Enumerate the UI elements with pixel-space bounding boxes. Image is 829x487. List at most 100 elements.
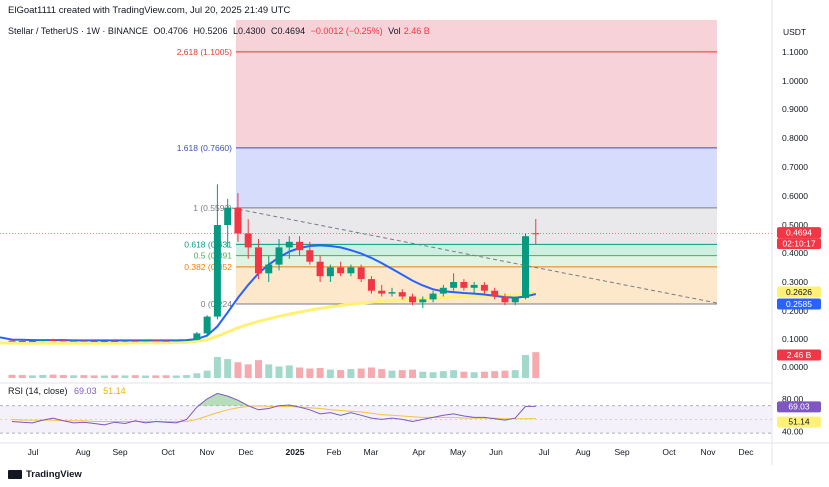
volume-bar (49, 374, 57, 378)
chart-credit: ElGoat1111 created with TradingView.com,… (8, 5, 291, 16)
candle-body (367, 279, 375, 291)
candle-body (254, 247, 262, 274)
rsi-axis-tick: 40.00 (782, 426, 804, 436)
candle-body (90, 340, 98, 342)
volume-bar (100, 375, 108, 378)
low-value: L0.4300 (232, 26, 266, 36)
volume-bar (285, 365, 293, 378)
time-axis-label: Aug (75, 447, 90, 457)
candle-body (213, 225, 221, 317)
price-axis-tick: 1.1000 (782, 47, 808, 57)
candle-body (121, 340, 129, 342)
volume-bar (357, 368, 365, 378)
time-axis-label: Sep (112, 447, 127, 457)
rsi-ma-value: 51.14 (103, 386, 126, 396)
candle-body (49, 340, 57, 342)
time-axis-label: Aug (575, 447, 590, 457)
fib-zone-top (236, 20, 717, 52)
fib-level-label: 0.5 (0.391 (194, 251, 233, 261)
volume-bar (121, 375, 129, 378)
time-axis-label: Nov (199, 447, 215, 457)
symbol-legend: Stellar / TetherUS · 1W · BINANCE O0.470… (8, 26, 433, 36)
open-value: O0.4706 (153, 26, 188, 36)
candle-body (378, 290, 386, 294)
brand-logo[interactable]: TradingView (8, 469, 82, 480)
volume-bar (511, 370, 519, 378)
time-axis-label: Dec (738, 447, 754, 457)
candle-body (296, 241, 304, 251)
volume-bar (501, 370, 509, 378)
candle-body (491, 290, 499, 297)
volume-bar (111, 375, 119, 378)
volume-bar (470, 372, 478, 378)
volume-bar (398, 370, 406, 378)
candle-body (183, 339, 191, 341)
volume-bar (265, 364, 273, 378)
candle-body (18, 340, 26, 342)
candle-body (522, 236, 529, 298)
fib-zone-1 (236, 147, 717, 208)
candle-body (306, 250, 314, 262)
change-value: −0.0012 (−0.25%) (310, 26, 383, 36)
time-axis-label: Apr (412, 447, 425, 457)
price-axis-tick: 0.6000 (782, 191, 808, 201)
volume-bar (460, 371, 468, 378)
candle-body (100, 340, 108, 342)
volume-bar (244, 364, 252, 378)
tradingview-icon (8, 470, 22, 479)
candle-body (316, 261, 324, 277)
volume-bar (183, 375, 191, 378)
trendline (231, 207, 718, 304)
candle-body (203, 316, 211, 334)
rsi-title[interactable]: RSI (14, close) (8, 386, 68, 396)
price-axis-tick: 0.7000 (782, 162, 808, 172)
volume-bar (337, 370, 345, 378)
time-axis-label: Oct (161, 447, 175, 457)
time-axis-label: Jul (28, 447, 39, 457)
volume-bar (409, 369, 417, 378)
currency-label[interactable]: USDT (783, 27, 807, 37)
price-axis-tick: 0.0000 (782, 362, 808, 372)
candle-body (532, 233, 540, 235)
volume-tag: 2.46 B (787, 350, 812, 360)
candle-body (172, 340, 180, 342)
last-price-tag-bg (777, 227, 821, 239)
price-axis-tick: 0.4000 (782, 248, 808, 258)
time-axis-label: Oct (662, 447, 676, 457)
price-axis-tick: 0.3000 (782, 277, 808, 287)
rsi-ma-tag-bg (777, 416, 821, 428)
volume-bar (306, 368, 314, 378)
symbol-name[interactable]: Stellar / TetherUS · 1W · BINANCE (8, 26, 148, 36)
time-axis-label: Feb (327, 447, 342, 457)
countdown-tag-bg (777, 238, 821, 250)
price-axis-tick: 1.0000 (782, 76, 808, 86)
volume-bar (18, 375, 26, 378)
candle-body (511, 297, 519, 303)
time-axis-label: Dec (238, 447, 254, 457)
time-axis-label: Mar (364, 447, 379, 457)
candle-body (80, 340, 88, 342)
candle-body (439, 287, 447, 294)
ema-yellow-tag: 0.2626 (786, 287, 812, 297)
ema-blue-tag-bg (777, 298, 821, 310)
volume-bar (80, 375, 88, 378)
volume-bar (203, 370, 211, 378)
price-axis-tick: 0.1000 (782, 334, 808, 344)
candle-body (265, 264, 273, 274)
candle-body (152, 340, 160, 342)
candle-body (326, 267, 334, 277)
candle-body (162, 340, 170, 342)
candle-body (193, 333, 201, 340)
price-axis-tick: 0.9000 (782, 104, 808, 114)
volume-bar (439, 371, 447, 378)
fib-level-label: 0.382 (0.352 (184, 262, 232, 272)
brand-name: TradingView (26, 469, 82, 480)
candle-body (347, 267, 355, 274)
volume-bar (388, 370, 396, 378)
fib-level-label: 1.618 (0.7660) (177, 143, 232, 153)
price-axis-tick: 0.8000 (782, 133, 808, 143)
volume-bar (296, 367, 304, 378)
candle-body (244, 233, 252, 248)
candle-body (388, 292, 396, 294)
